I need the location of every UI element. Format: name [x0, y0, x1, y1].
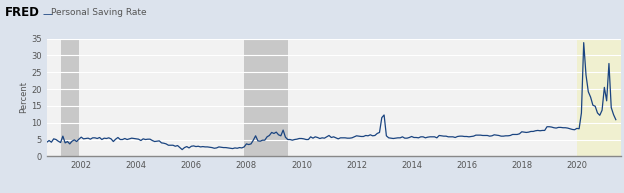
Bar: [577, 39, 621, 156]
Text: Personal Saving Rate: Personal Saving Rate: [51, 8, 147, 17]
Text: —: —: [42, 9, 52, 19]
Y-axis label: Percent: Percent: [19, 81, 29, 113]
Bar: [244, 39, 288, 156]
Text: FRED: FRED: [5, 6, 40, 19]
Bar: [61, 39, 79, 156]
